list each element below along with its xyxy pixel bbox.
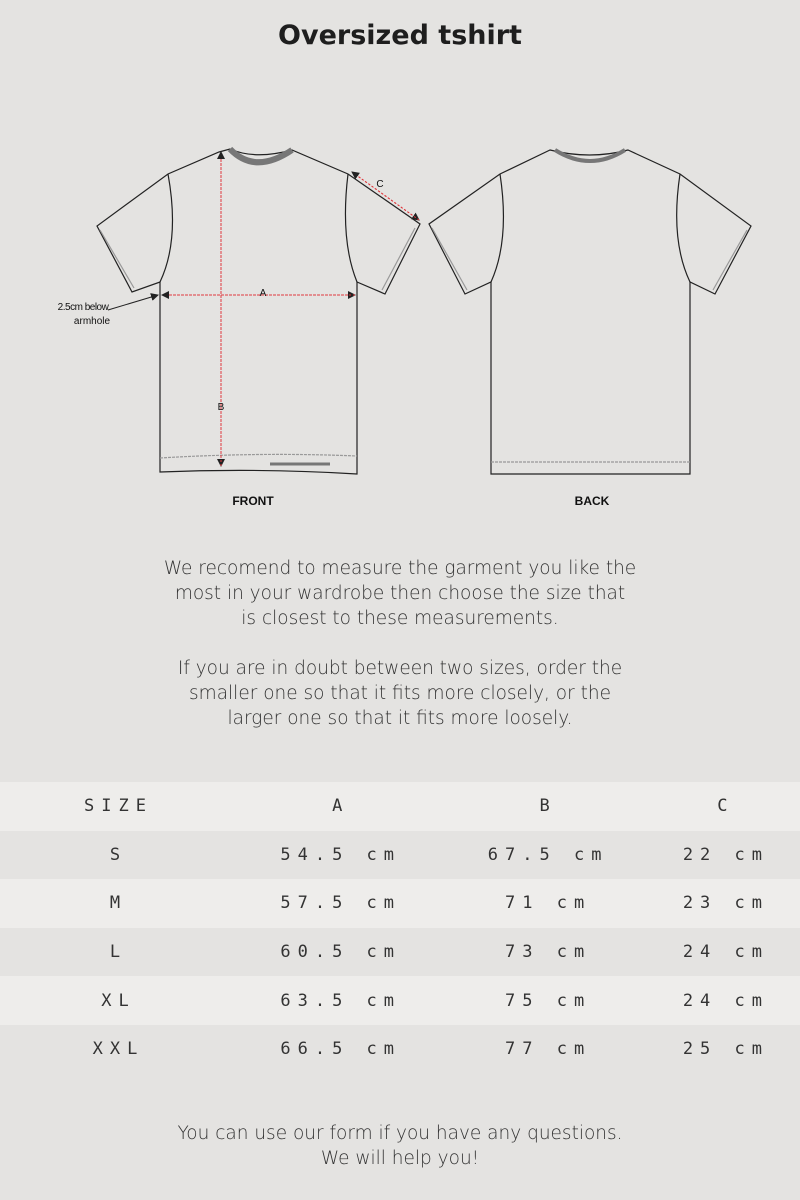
footer-note: You can use our form if you have any que… [0,1121,800,1171]
table-row: M 57.5 cm 71 cm 23 cm [0,879,800,928]
advice-line: smaller one so that it fits more closely… [189,683,611,704]
table-row: XXL 66.5 cm 77 cm 25 cm [0,1024,800,1074]
size-cell: XXL [92,1039,145,1060]
size-cell: M [109,893,128,914]
measurement-lines [161,151,420,467]
header-a: A [332,796,350,817]
c-cell: 22 cm [682,844,769,865]
front-shirt [96,146,421,475]
size-table: SIZE A B C S 54.5 cm 67.5 cm 22 cm M 57.5 cm… [0,782,800,1074]
measure-advice: We recomend to measure the garment you l… [0,556,800,631]
table-row: XL 63.5 cm 75 cm 24 cm [0,976,800,1025]
page-title: Oversized tshirt [278,20,522,51]
a-cell: 54.5 cm [280,844,402,865]
c-cell: 24 cm [682,942,769,963]
footer-line: You can use our form if you have any que… [177,1123,623,1144]
table-row: S 54.5 cm 67.5 cm 22 cm [0,830,800,880]
c-cell: 25 cm [682,1039,769,1060]
b-cell: 73 cm [505,942,592,963]
c-cell: 24 cm [682,990,769,1011]
advice-line: is closest to these measurements. [241,608,559,629]
measure-b-label: B [217,402,225,413]
tshirt-diagram [96,146,752,475]
a-cell: 63.5 cm [280,990,402,1011]
advice-line: If you are in doubt between two sizes, o… [177,658,623,679]
size-cell: S [109,844,128,865]
c-cell: 23 cm [682,893,769,914]
size-doubt-advice: If you are in doubt between two sizes, o… [0,656,800,731]
armhole-note-line2: armhole [73,316,111,327]
measure-a-label: A [259,288,267,299]
b-cell: 71 cm [505,893,592,914]
back-shirt [428,148,752,475]
size-cell: XL [101,990,136,1011]
b-cell: 75 cm [505,990,592,1011]
back-label: BACK [574,494,610,508]
a-cell: 60.5 cm [280,942,402,963]
table-row: L 60.5 cm 73 cm 24 cm [0,927,800,977]
header-size: SIZE [84,796,153,817]
a-cell: 66.5 cm [280,1039,402,1060]
a-cell: 57.5 cm [280,893,402,914]
advice-line: most in your wardrobe then choose the si… [174,583,626,604]
footer-line: We will help you! [320,1148,480,1169]
measure-c-label: C [376,179,384,190]
table-header-row: SIZE A B C [0,782,800,831]
advice-line: larger one so that it fits more loosely. [227,708,573,729]
size-cell: L [109,942,128,963]
b-cell: 77 cm [505,1039,592,1060]
advice-line: We recomend to measure the garment you l… [163,558,637,579]
header-b: B [539,796,557,817]
b-cell: 67.5 cm [487,844,609,865]
armhole-note-line1: 2.5cm below [57,302,109,313]
front-label: FRONT [232,494,274,508]
header-c: C [717,796,735,817]
